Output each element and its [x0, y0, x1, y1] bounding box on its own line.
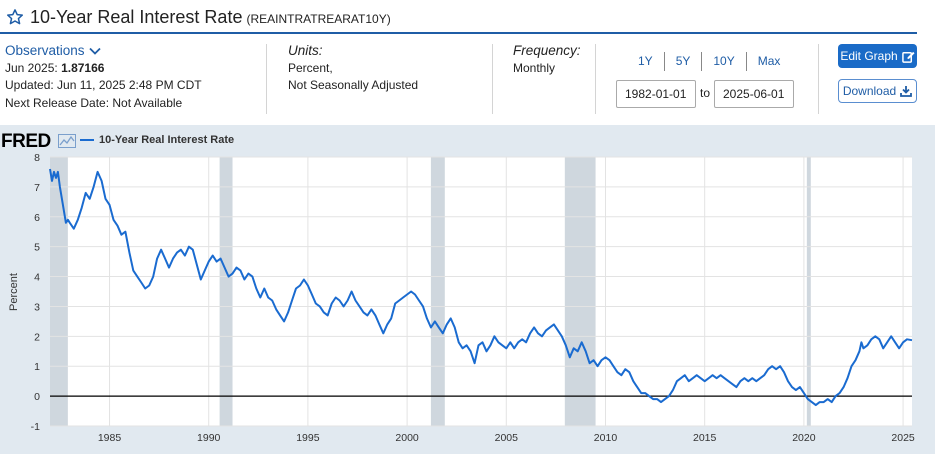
recession-band: [564, 157, 596, 426]
chevron-down-icon: [88, 47, 101, 55]
to-label: to: [700, 86, 711, 100]
range-buttons: 1Y 5Y 10Y Max: [627, 52, 791, 71]
units-panel: Units: Percent, Not Seasonally Adjusted: [288, 42, 418, 95]
recession-band: [430, 157, 445, 426]
edit-graph-button[interactable]: Edit Graph: [838, 44, 917, 68]
frequency-panel: Frequency: Monthly: [513, 42, 581, 77]
download-icon: [900, 86, 913, 97]
y-tick-label: 0: [34, 391, 40, 403]
recession-band: [219, 157, 233, 426]
chart-icon[interactable]: [58, 134, 76, 148]
latest-observation: Jun 2025: 1.87166: [5, 60, 202, 78]
y-tick-label: 8: [34, 152, 40, 164]
start-date-input[interactable]: 1982-01-01: [616, 80, 696, 108]
observations-toggle[interactable]: Observations: [5, 42, 202, 60]
y-tick-label: 5: [34, 242, 40, 254]
plot-background: [50, 157, 912, 426]
observation-date: Jun 2025:: [5, 60, 58, 75]
y-tick-label: 4: [34, 272, 40, 284]
units-heading: Units:: [288, 43, 323, 58]
x-tick-label: 1995: [296, 432, 320, 444]
y-tick-label: 1: [34, 361, 40, 373]
download-button[interactable]: Download: [838, 79, 917, 103]
legend-swatch: [80, 139, 94, 141]
end-date-input[interactable]: 2025-06-01: [714, 80, 794, 108]
x-tick-label: 2020: [792, 432, 816, 444]
legend-label: 10-Year Real Interest Rate: [99, 134, 235, 146]
observations-heading: Observations: [5, 43, 85, 58]
page-title: 10-Year Real Interest Rate: [30, 6, 243, 27]
x-tick-label: 1985: [98, 432, 122, 444]
recession-band: [806, 157, 811, 426]
series-id: (REAINTRATREARAT10Y): [246, 11, 391, 26]
frequency-value: Monthly: [513, 60, 556, 75]
units-line-2: Not Seasonally Adjusted: [288, 78, 419, 92]
x-tick-label: 2015: [693, 432, 717, 444]
divider: [492, 44, 493, 114]
y-tick-label: 2: [34, 331, 40, 343]
divider: [266, 44, 267, 114]
observations-panel: Observations Jun 2025: 1.87166 Updated: …: [5, 42, 202, 112]
x-tick-label: 2025: [891, 432, 915, 444]
recession-band: [50, 157, 68, 426]
edit-graph-label: Edit Graph: [840, 49, 898, 63]
units-line-1: Percent,: [288, 60, 333, 75]
next-release-text: Next Release Date: Not Available: [5, 95, 183, 110]
x-tick-label: 2000: [395, 432, 419, 444]
range-5y-button[interactable]: 5Y: [663, 52, 702, 71]
x-tick-label: 2005: [495, 432, 519, 444]
title-row: 10-Year Real Interest Rate (REAINTRATREA…: [6, 4, 391, 30]
divider: [818, 44, 819, 114]
y-tick-label: 7: [34, 182, 40, 194]
x-tick-label: 2010: [594, 432, 618, 444]
chart-legend: 10-Year Real Interest Rate: [80, 134, 234, 146]
star-icon[interactable]: [6, 8, 24, 26]
series-line: [49, 168, 913, 407]
y-tick-label: -1: [31, 421, 40, 433]
x-tick-label: 1990: [197, 432, 221, 444]
frequency-heading: Frequency:: [513, 43, 581, 58]
y-axis-label: Percent: [8, 273, 20, 311]
updated-text: Updated: Jun 11, 2025 2:48 PM CDT: [5, 78, 202, 92]
download-label: Download: [842, 84, 897, 98]
y-tick-label: 3: [34, 301, 40, 313]
title-divider: [0, 32, 917, 34]
range-10y-button[interactable]: 10Y: [701, 52, 745, 71]
divider: [595, 44, 596, 114]
edit-icon: [901, 51, 915, 63]
y-tick-label: 6: [34, 212, 40, 224]
range-max-button[interactable]: Max: [745, 52, 792, 71]
observation-value: 1.87166: [61, 60, 105, 75]
fred-logo[interactable]: FRED: [1, 131, 51, 152]
range-1y-button[interactable]: 1Y: [638, 54, 653, 68]
